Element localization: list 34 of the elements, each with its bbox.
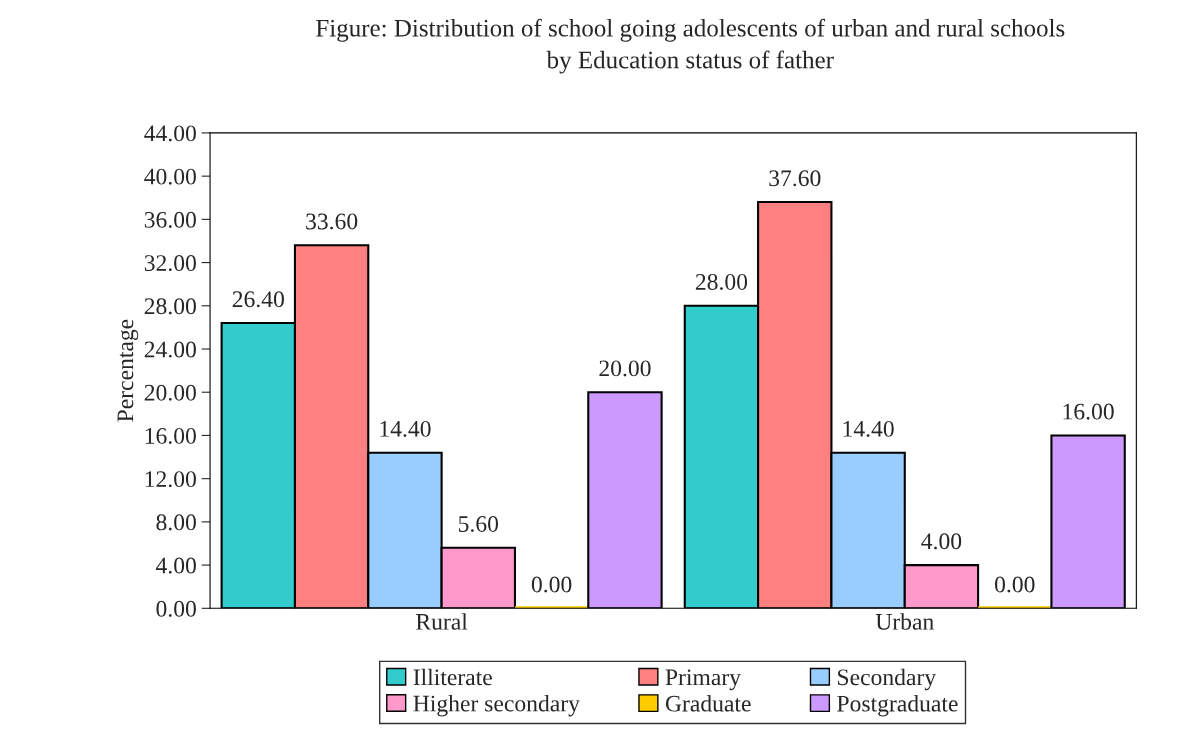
data-label: 4.00	[921, 533, 962, 550]
data-label: 16.00	[1063, 403, 1114, 420]
data-label: 14.40	[380, 420, 431, 437]
data-label: 20.00	[599, 360, 651, 377]
y-tick-label: 20.00	[144, 384, 196, 401]
y-tick-label: 36.00	[144, 211, 196, 228]
x-tick-label: Urban	[875, 613, 934, 630]
y-axis-title: Percentage	[117, 319, 139, 422]
data-label: 26.40	[232, 291, 284, 308]
y-tick-label: 8.00	[156, 514, 196, 531]
legend-label: Higher secondary	[413, 694, 580, 717]
y-tick-label: 28.00	[144, 298, 196, 315]
y-tick-label: 0.00	[156, 600, 196, 617]
y-tick-label: 44.00	[144, 125, 196, 142]
y-tick-label: 16.00	[145, 427, 196, 444]
data-label: 33.60	[306, 213, 358, 230]
chart-title: Figure: Distribution of school going adolescents of urban and rural schools by Education status of father	[316, 18, 1065, 74]
legend-label: Graduate	[665, 694, 751, 712]
y-tick-label: 24.00	[144, 341, 196, 358]
data-label: 14.40	[843, 420, 894, 437]
y-tick-label: 4.00	[155, 557, 196, 574]
data-label: 37.60	[769, 170, 821, 187]
y-tick-label: 40.00	[144, 168, 196, 185]
data-label: 5.60	[458, 515, 499, 532]
data-label: 0.00	[995, 576, 1035, 593]
y-tick-label: 12.00	[145, 471, 196, 488]
y-tick-label: 32.00	[144, 255, 196, 272]
data-label: 0.00	[531, 576, 572, 593]
x-tick-label: Rural	[416, 613, 468, 630]
legend-label: Secondary	[838, 668, 937, 691]
legend-label: Primary	[665, 669, 741, 691]
legend-label: Postgraduate	[837, 694, 958, 717]
legend-label: Illiterate	[413, 668, 492, 686]
data-label: 28.00	[695, 273, 748, 290]
